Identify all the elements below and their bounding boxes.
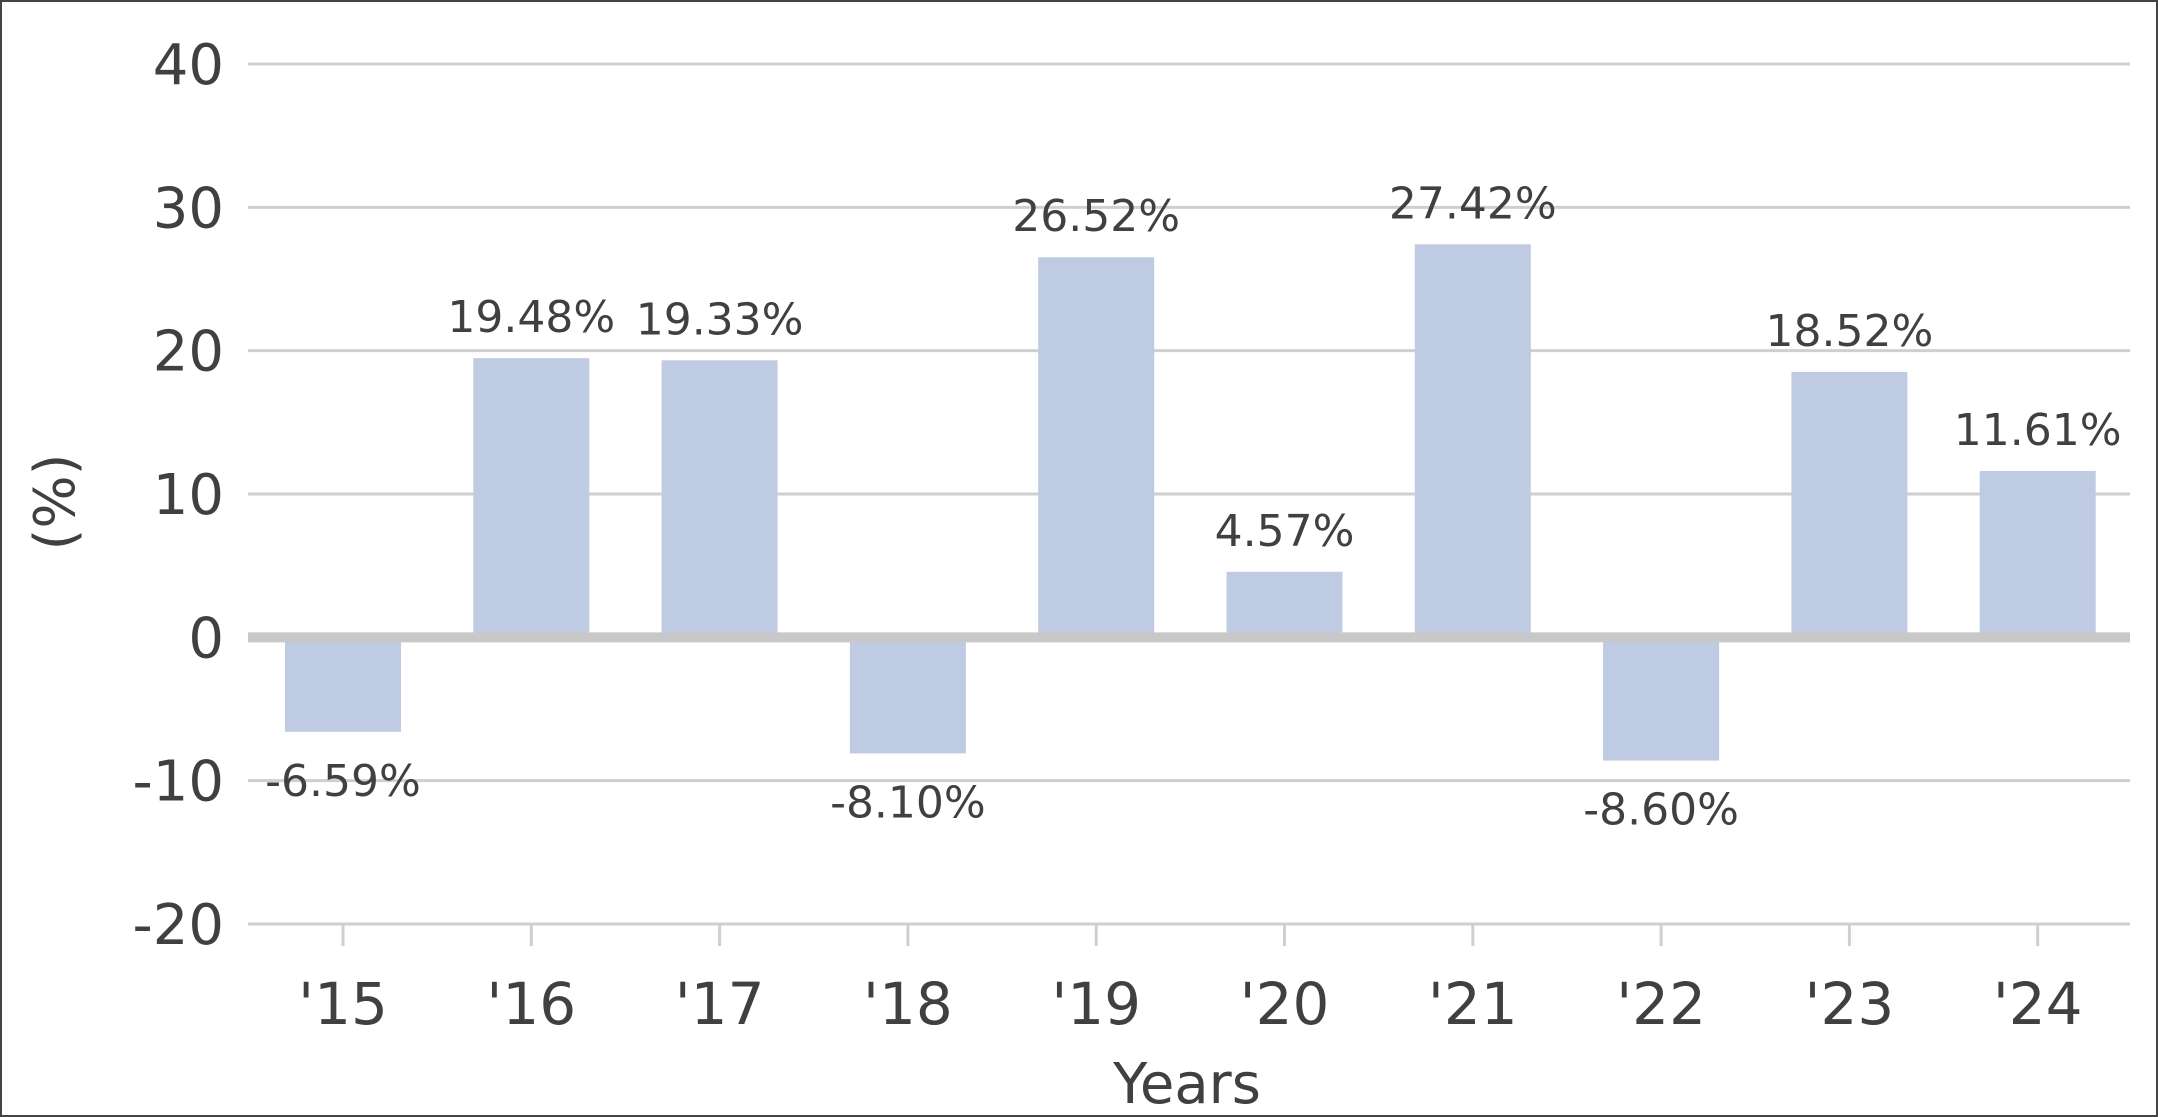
data-label: 19.48% [447, 292, 615, 343]
y-tick-label: -20 [133, 893, 224, 958]
bar [1414, 244, 1531, 638]
x-axis-ticks: '15 '16 '17 '18 '19 '20 '21 '22 '23 '24 [298, 924, 2083, 1038]
x-tick-label: '22 [1616, 970, 1706, 1038]
data-label: 4.57% [1215, 506, 1355, 557]
y-tick-label: 30 [153, 176, 224, 241]
y-tick-label: 0 [188, 606, 224, 671]
data-label: 11.61% [1954, 405, 2122, 456]
data-label: 19.33% [636, 294, 804, 345]
y-tick-label: -10 [133, 750, 224, 815]
x-tick-label: '17 [675, 970, 765, 1038]
y-axis-title: (%) [23, 454, 88, 551]
x-tick-label: '24 [1993, 970, 2083, 1038]
bars [285, 244, 2096, 761]
y-tick-label: 10 [153, 463, 224, 528]
bar [285, 637, 401, 732]
data-labels: -6.59% 19.48% 19.33% -8.10% 26.52% 4.57% 27.42… [265, 178, 2121, 835]
x-tick-label: '18 [863, 970, 953, 1038]
y-tick-label: 40 [153, 33, 224, 98]
bar [1979, 470, 2096, 638]
bar [1038, 257, 1155, 638]
y-axis-ticks: 40 30 20 10 0 -10 -20 [133, 33, 224, 958]
x-tick-label: '16 [486, 970, 576, 1038]
data-label: 26.52% [1012, 191, 1180, 242]
x-tick-label: '21 [1428, 970, 1518, 1038]
x-tick-label: '19 [1051, 970, 1141, 1038]
bar [473, 358, 590, 638]
data-label: -8.60% [1583, 785, 1739, 836]
bar [1603, 637, 1720, 761]
bar [1226, 571, 1343, 638]
data-label: -6.59% [265, 756, 421, 807]
bar [849, 637, 966, 754]
x-tick-label: '15 [298, 970, 388, 1038]
data-label: 18.52% [1766, 306, 1934, 357]
x-tick-label: '23 [1805, 970, 1895, 1038]
data-label: 27.42% [1389, 178, 1557, 229]
data-label: -8.10% [830, 777, 986, 828]
bar [1791, 371, 1908, 638]
y-tick-label: 20 [153, 320, 224, 385]
x-tick-label: '20 [1240, 970, 1330, 1038]
x-axis-title: Years [1112, 1052, 1261, 1115]
bar [661, 360, 778, 638]
